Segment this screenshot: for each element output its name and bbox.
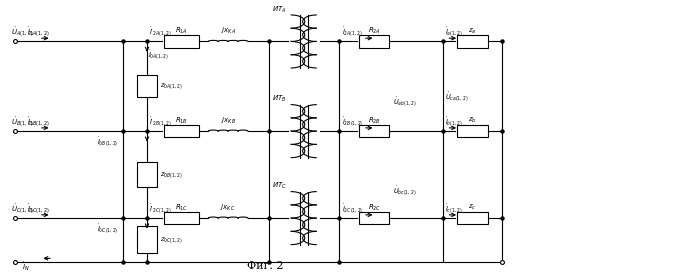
Text: $\dot{I}_{c(1,2)}$: $\dot{I}_{c(1,2)}$ [445, 202, 463, 216]
Bar [359, 212, 389, 224]
Text: $z_{0A(1,2)}$: $z_{0A(1,2)}$ [160, 81, 182, 91]
Text: $jx_{KC}$: $jx_{KC}$ [221, 203, 236, 213]
Bar [165, 35, 199, 48]
Bar [359, 125, 389, 137]
Bar [137, 163, 158, 187]
Text: $R_{1C}$: $R_{1C}$ [175, 203, 188, 213]
Text: $R_{1B}$: $R_{1B}$ [175, 116, 188, 126]
Text: $\dot{U}_{bc(1,2)}$: $\dot{U}_{bc(1,2)}$ [393, 184, 417, 198]
Text: $\dot{I}_{1C(1,2)}$: $\dot{I}_{1C(1,2)}$ [27, 202, 50, 216]
Bar [457, 125, 489, 137]
Bar [457, 35, 489, 48]
Text: $\dot{I}_{a(1,2)}$: $\dot{I}_{a(1,2)}$ [445, 26, 463, 39]
Text: $\dot{I}_{1A(1,2)}$: $\dot{I}_{1A(1,2)}$ [27, 26, 50, 39]
Text: $\dot{U}_{C(1,2)}$: $\dot{U}_{C(1,2)}$ [11, 202, 34, 216]
Text: $\dot{I}_{1B(1,2)}$: $\dot{I}_{1B(1,2)}$ [27, 116, 50, 129]
Text: $\dot{I}_{0A(1,2)}$: $\dot{I}_{0A(1,2)}$ [149, 48, 170, 62]
Text: $jx_{KB}$: $jx_{KB}$ [221, 116, 236, 126]
Text: Фиг. 2: Фиг. 2 [247, 261, 283, 271]
Text: $z_{0C(1,2)}$: $z_{0C(1,2)}$ [160, 235, 182, 245]
Text: $ИТ_A$: $ИТ_A$ [272, 4, 287, 15]
Text: $\dot{I}_{0B(1,2)}$: $\dot{I}_{0B(1,2)}$ [97, 135, 118, 149]
Text: $\dot{U}_{ab(1,2)}$: $\dot{U}_{ab(1,2)}$ [393, 96, 417, 109]
Text: $\dot{I}_N$: $\dot{I}_N$ [22, 260, 29, 273]
Bar [359, 35, 389, 48]
Text: $z_a$: $z_a$ [468, 26, 477, 36]
Text: $R_{2A}$: $R_{2A}$ [368, 26, 381, 36]
Text: $\dot{I}_{2C(1,2)}$: $\dot{I}_{2C(1,2)}$ [342, 202, 364, 216]
Text: $\dot{I}'_{2B(1,2)}$: $\dot{I}'_{2B(1,2)}$ [149, 116, 172, 129]
Text: $\dot{I}_{b(1,2)}$: $\dot{I}_{b(1,2)}$ [445, 116, 463, 129]
Text: $z_b$: $z_b$ [468, 116, 477, 125]
Text: $\dot{I}'_{2C(1,2)}$: $\dot{I}'_{2C(1,2)}$ [149, 202, 172, 216]
Text: $ИТ_C$: $ИТ_C$ [272, 181, 288, 191]
Bar [137, 226, 158, 254]
Text: $R_{2C}$: $R_{2C}$ [368, 203, 381, 213]
Bar [457, 212, 489, 224]
Text: $ИТ_B$: $ИТ_B$ [272, 94, 287, 104]
Text: $\dot{U}_{B(1,2)}$: $\dot{U}_{B(1,2)}$ [11, 116, 34, 129]
Text: $\dot{U}_{ca(1,2)}$: $\dot{U}_{ca(1,2)}$ [445, 90, 468, 104]
Text: $jx_{KA}$: $jx_{KA}$ [221, 26, 236, 36]
Bar [165, 125, 199, 137]
Text: $\dot{I}'_{2A(1,2)}$: $\dot{I}'_{2A(1,2)}$ [149, 26, 172, 39]
Text: $z_{0B(1,2)}$: $z_{0B(1,2)}$ [160, 170, 182, 180]
Text: $\dot{I}_{2B(1,2)}$: $\dot{I}_{2B(1,2)}$ [342, 116, 364, 129]
Text: $R_{2B}$: $R_{2B}$ [368, 116, 381, 126]
Text: $z_c$: $z_c$ [468, 203, 477, 212]
Text: $\dot{I}_{2A(1,2)}$: $\dot{I}_{2A(1,2)}$ [342, 26, 364, 39]
Bar [137, 75, 158, 97]
Text: $R_{1A}$: $R_{1A}$ [175, 26, 188, 36]
Text: $\dot{U}_{A(1,2)}$: $\dot{U}_{A(1,2)}$ [11, 26, 34, 39]
Text: $\dot{I}_{0C(1,2)}$: $\dot{I}_{0C(1,2)}$ [97, 222, 118, 236]
Bar [165, 212, 199, 224]
